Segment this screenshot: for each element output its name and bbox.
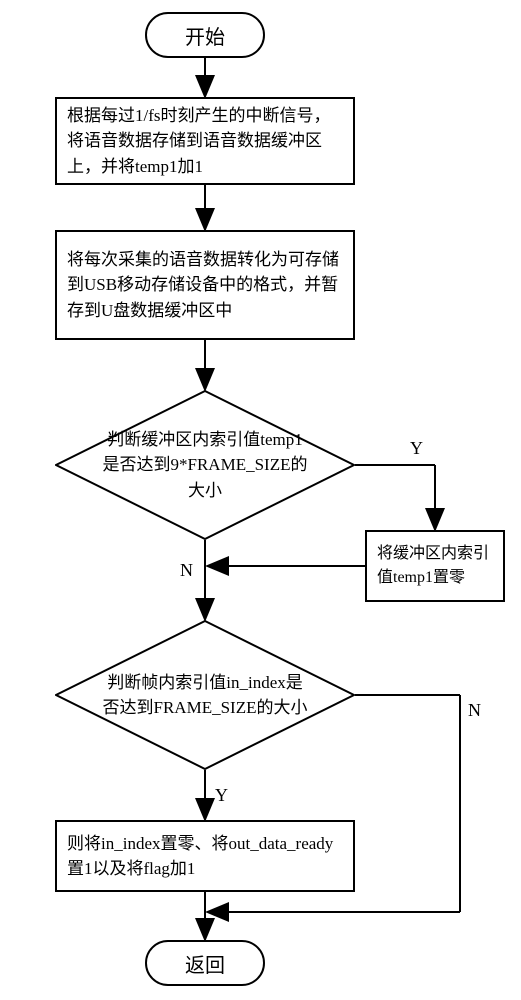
label-d1-no: N — [180, 560, 193, 581]
process-store-voice-text: 根据每过1/fs时刻产生的中断信号，将语音数据存储到语音数据缓冲区上，并将tem… — [67, 103, 343, 180]
terminator-end: 返回 — [145, 940, 265, 986]
label-d2-yes: Y — [215, 785, 228, 806]
label-d1-yes: Y — [410, 438, 423, 459]
process-convert-usb: 将每次采集的语音数据转化为可存储到USB移动存储设备中的格式，并暂存到U盘数据缓… — [55, 230, 355, 340]
terminator-start-text: 开始 — [185, 21, 225, 50]
decision-inindex-text: 判断帧内索引值in_index是否达到FRAME_SIZE的大小 — [100, 670, 310, 721]
process-reset-temp1-text: 将缓冲区内索引值temp1置零 — [377, 542, 493, 590]
process-reset-temp1: 将缓冲区内索引值temp1置零 — [365, 530, 505, 602]
decision-inindex-check: 判断帧内索引值in_index是否达到FRAME_SIZE的大小 — [55, 620, 355, 770]
process-set-flags-text: 则将in_index置零、将out_data_ready置1以及将flag加1 — [67, 831, 343, 882]
process-convert-usb-text: 将每次采集的语音数据转化为可存储到USB移动存储设备中的格式，并暂存到U盘数据缓… — [67, 247, 343, 324]
process-store-voice: 根据每过1/fs时刻产生的中断信号，将语音数据存储到语音数据缓冲区上，并将tem… — [55, 97, 355, 185]
terminator-end-text: 返回 — [185, 949, 225, 978]
terminator-start: 开始 — [145, 12, 265, 58]
decision-temp1-text: 判断缓冲区内索引值temp1是否达到9*FRAME_SIZE的大小 — [100, 427, 310, 504]
decision-temp1-check: 判断缓冲区内索引值temp1是否达到9*FRAME_SIZE的大小 — [55, 390, 355, 540]
process-set-flags: 则将in_index置零、将out_data_ready置1以及将flag加1 — [55, 820, 355, 892]
label-d2-no: N — [468, 700, 481, 721]
